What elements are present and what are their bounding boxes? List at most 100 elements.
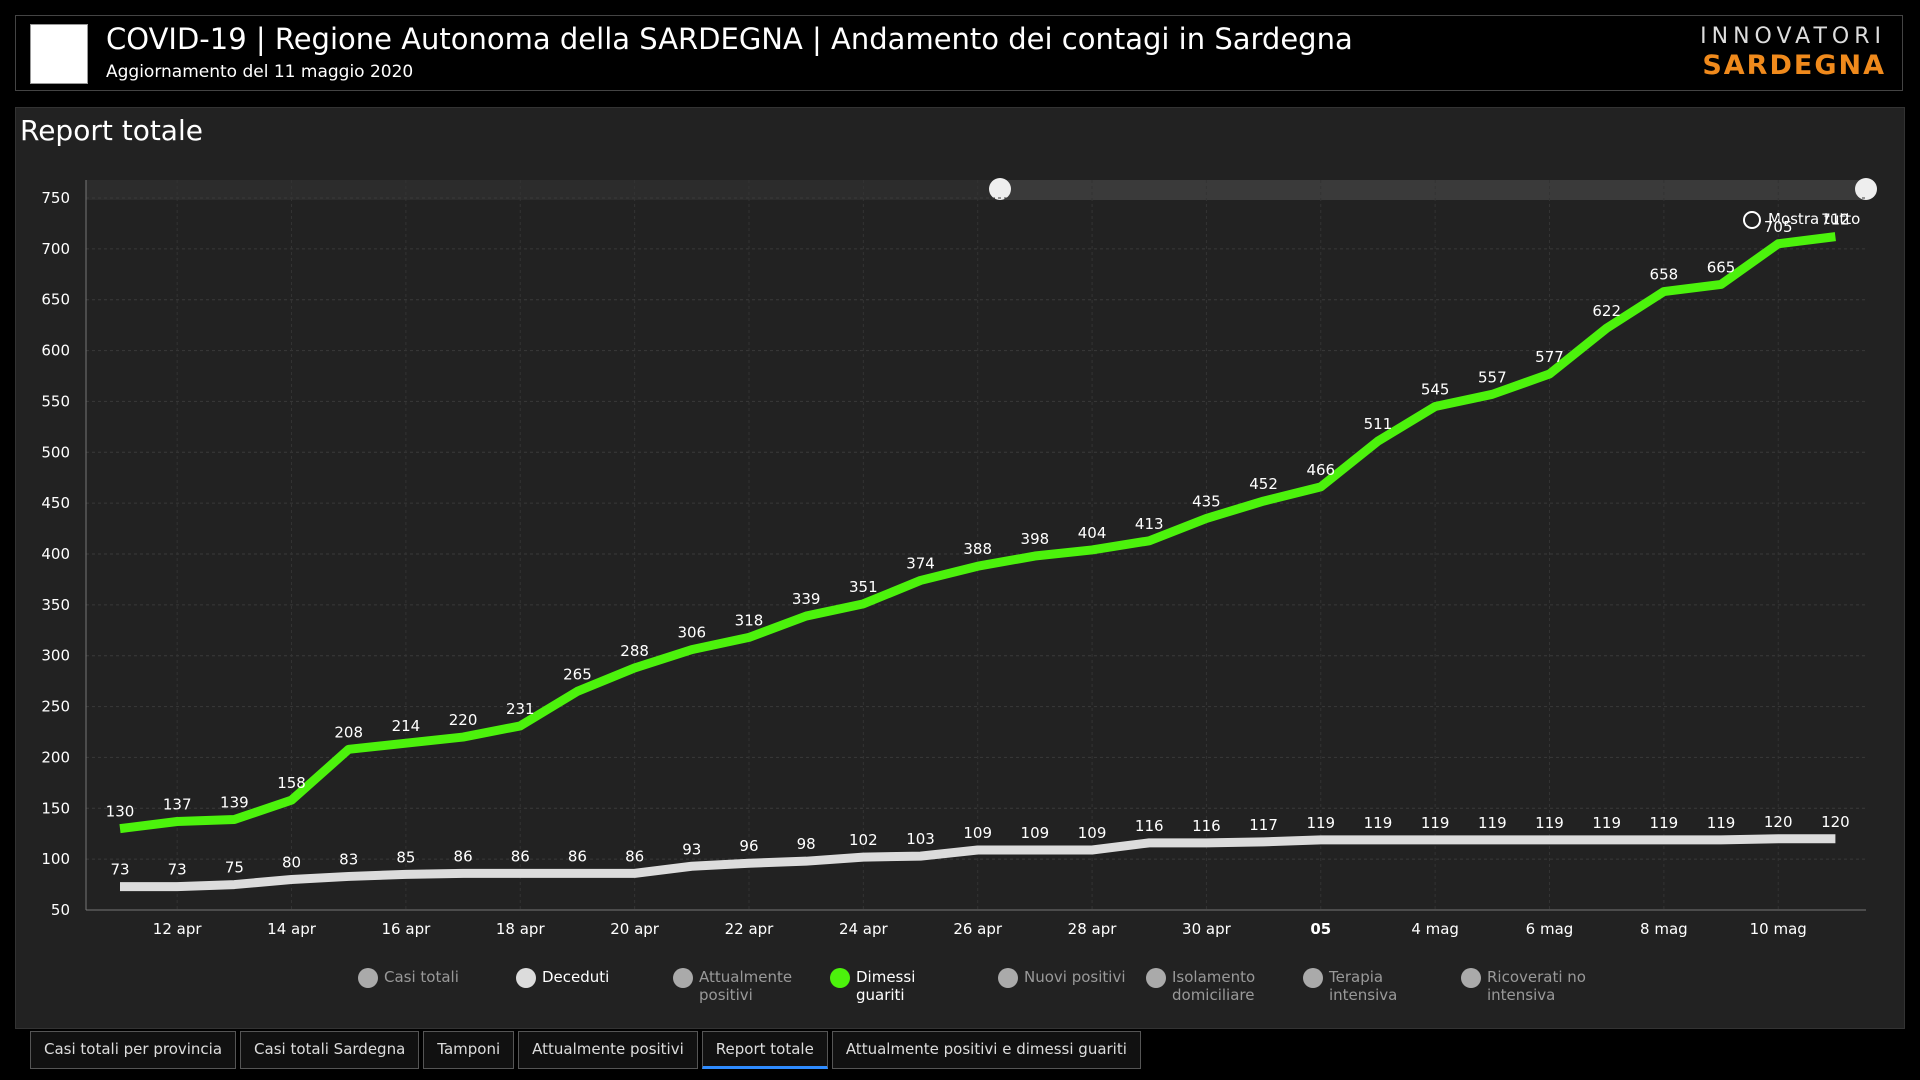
x-tick-label: 28 apr <box>1068 920 1118 938</box>
legend-label: Isolamento domiciliare <box>1172 968 1256 1004</box>
scroll-handle[interactable] <box>989 178 1011 200</box>
data-label: 116 <box>1192 817 1221 835</box>
data-label: 116 <box>1135 817 1164 835</box>
zoom-button[interactable]: Mostra tutto <box>1768 210 1860 228</box>
tab[interactable]: Report totale <box>701 1031 828 1069</box>
legend-item[interactable]: Terapia intensiva <box>1303 968 1453 1004</box>
data-label: 86 <box>625 847 644 865</box>
tab[interactable]: Casi totali Sardegna <box>240 1031 420 1069</box>
data-label: 103 <box>906 830 935 848</box>
y-tick-label: 600 <box>41 342 70 360</box>
data-label: 452 <box>1249 475 1278 493</box>
data-label: 398 <box>1021 530 1050 548</box>
legend-item[interactable]: Isolamento domiciliare <box>1146 968 1296 1004</box>
data-label: 86 <box>568 847 587 865</box>
x-tick-label: 14 apr <box>267 920 317 938</box>
tab[interactable]: Tamponi <box>423 1031 515 1069</box>
data-label: 109 <box>963 824 992 842</box>
data-label: 577 <box>1535 348 1564 366</box>
legend-marker <box>1303 968 1323 988</box>
tab[interactable]: Attualmente positivi e dimessi guariti <box>831 1031 1141 1069</box>
y-tick-label: 550 <box>41 392 70 410</box>
legend-marker <box>516 968 536 988</box>
legend-item[interactable]: Deceduti <box>516 968 666 988</box>
data-label: 117 <box>1249 816 1278 834</box>
data-label: 231 <box>506 700 535 718</box>
data-label: 388 <box>963 540 992 558</box>
data-label: 109 <box>1021 824 1050 842</box>
header-title: COVID-19 | Regione Autonoma della SARDEG… <box>106 22 1353 56</box>
legend-item[interactable]: Nuovi positivi <box>998 968 1148 988</box>
x-tick-label: 10 mag <box>1750 920 1807 938</box>
data-label: 404 <box>1078 524 1107 542</box>
x-tick-label: 20 apr <box>610 920 660 938</box>
data-label: 119 <box>1535 814 1564 832</box>
legend-label: Attualmente positivi <box>699 968 793 1004</box>
data-label: 83 <box>339 850 358 868</box>
x-tick-label: 30 apr <box>1182 920 1232 938</box>
data-label: 220 <box>449 711 478 729</box>
legend-label: Ricoverati no intensiva <box>1487 968 1586 1004</box>
data-label: 318 <box>735 611 764 629</box>
y-tick-label: 350 <box>41 596 70 614</box>
y-tick-label: 450 <box>41 494 70 512</box>
y-tick-label: 750 <box>41 189 70 207</box>
brand-bottom: SARDEGNA <box>1702 50 1886 81</box>
data-label: 109 <box>1078 824 1107 842</box>
series-line <box>120 834 1836 892</box>
y-tick-label: 100 <box>41 850 70 868</box>
x-tick-label: 22 apr <box>725 920 775 938</box>
data-label: 466 <box>1306 461 1335 479</box>
data-label: 96 <box>739 837 758 855</box>
data-label: 86 <box>454 847 473 865</box>
data-label: 73 <box>168 861 187 879</box>
x-tick-label: 12 apr <box>153 920 203 938</box>
legend-item[interactable]: Ricoverati no intensiva <box>1461 968 1611 1004</box>
data-label: 85 <box>396 848 415 866</box>
data-label: 139 <box>220 793 249 811</box>
data-label: 119 <box>1364 814 1393 832</box>
data-label: 80 <box>282 853 301 871</box>
legend-label: Nuovi positivi <box>1024 968 1126 986</box>
data-label: 119 <box>1421 814 1450 832</box>
data-label: 622 <box>1592 302 1621 320</box>
tab[interactable]: Attualmente positivi <box>518 1031 698 1069</box>
legend-item[interactable]: Dimessi guariti <box>830 968 980 1004</box>
tabs: Casi totali per provincia Casi totali Sar… <box>30 1031 1141 1069</box>
data-label: 557 <box>1478 368 1507 386</box>
y-tick-label: 400 <box>41 545 70 563</box>
legend-item[interactable]: Casi totali <box>358 968 508 988</box>
legend-marker <box>1461 968 1481 988</box>
data-label: 288 <box>620 642 649 660</box>
tab[interactable]: Casi totali per provincia <box>30 1031 237 1069</box>
data-label: 119 <box>1592 814 1621 832</box>
scroll-handle[interactable] <box>1855 178 1877 200</box>
zoom-icon[interactable] <box>1743 211 1761 229</box>
data-label: 712 <box>1821 211 1850 229</box>
header: COVID-19 | Regione Autonoma della SARDEG… <box>15 15 1903 91</box>
legend-marker <box>1146 968 1166 988</box>
x-tick-label: 18 apr <box>496 920 546 938</box>
logo <box>30 24 88 84</box>
data-label: 130 <box>106 803 135 821</box>
legend-label: Terapia intensiva <box>1329 968 1398 1004</box>
data-label: 339 <box>792 590 821 608</box>
y-tick-label: 300 <box>41 647 70 665</box>
legend-label: Dimessi guariti <box>856 968 916 1004</box>
data-label: 119 <box>1306 814 1335 832</box>
data-label: 119 <box>1650 814 1679 832</box>
y-tick-label: 150 <box>41 799 70 817</box>
data-label: 98 <box>797 835 816 853</box>
data-label: 120 <box>1764 813 1793 831</box>
series-line <box>119 232 1836 834</box>
legend-item[interactable]: Attualmente positivi <box>673 968 823 1004</box>
legend-marker <box>998 968 1018 988</box>
y-tick-label: 50 <box>51 901 70 919</box>
data-label: 102 <box>849 831 878 849</box>
data-label: 374 <box>906 554 935 572</box>
data-label: 351 <box>849 578 878 596</box>
header-subtitle: Aggiornamento del 11 maggio 2020 <box>106 62 414 82</box>
scrollbar-thumb[interactable] <box>1000 180 1866 200</box>
y-tick-label: 650 <box>41 291 70 309</box>
